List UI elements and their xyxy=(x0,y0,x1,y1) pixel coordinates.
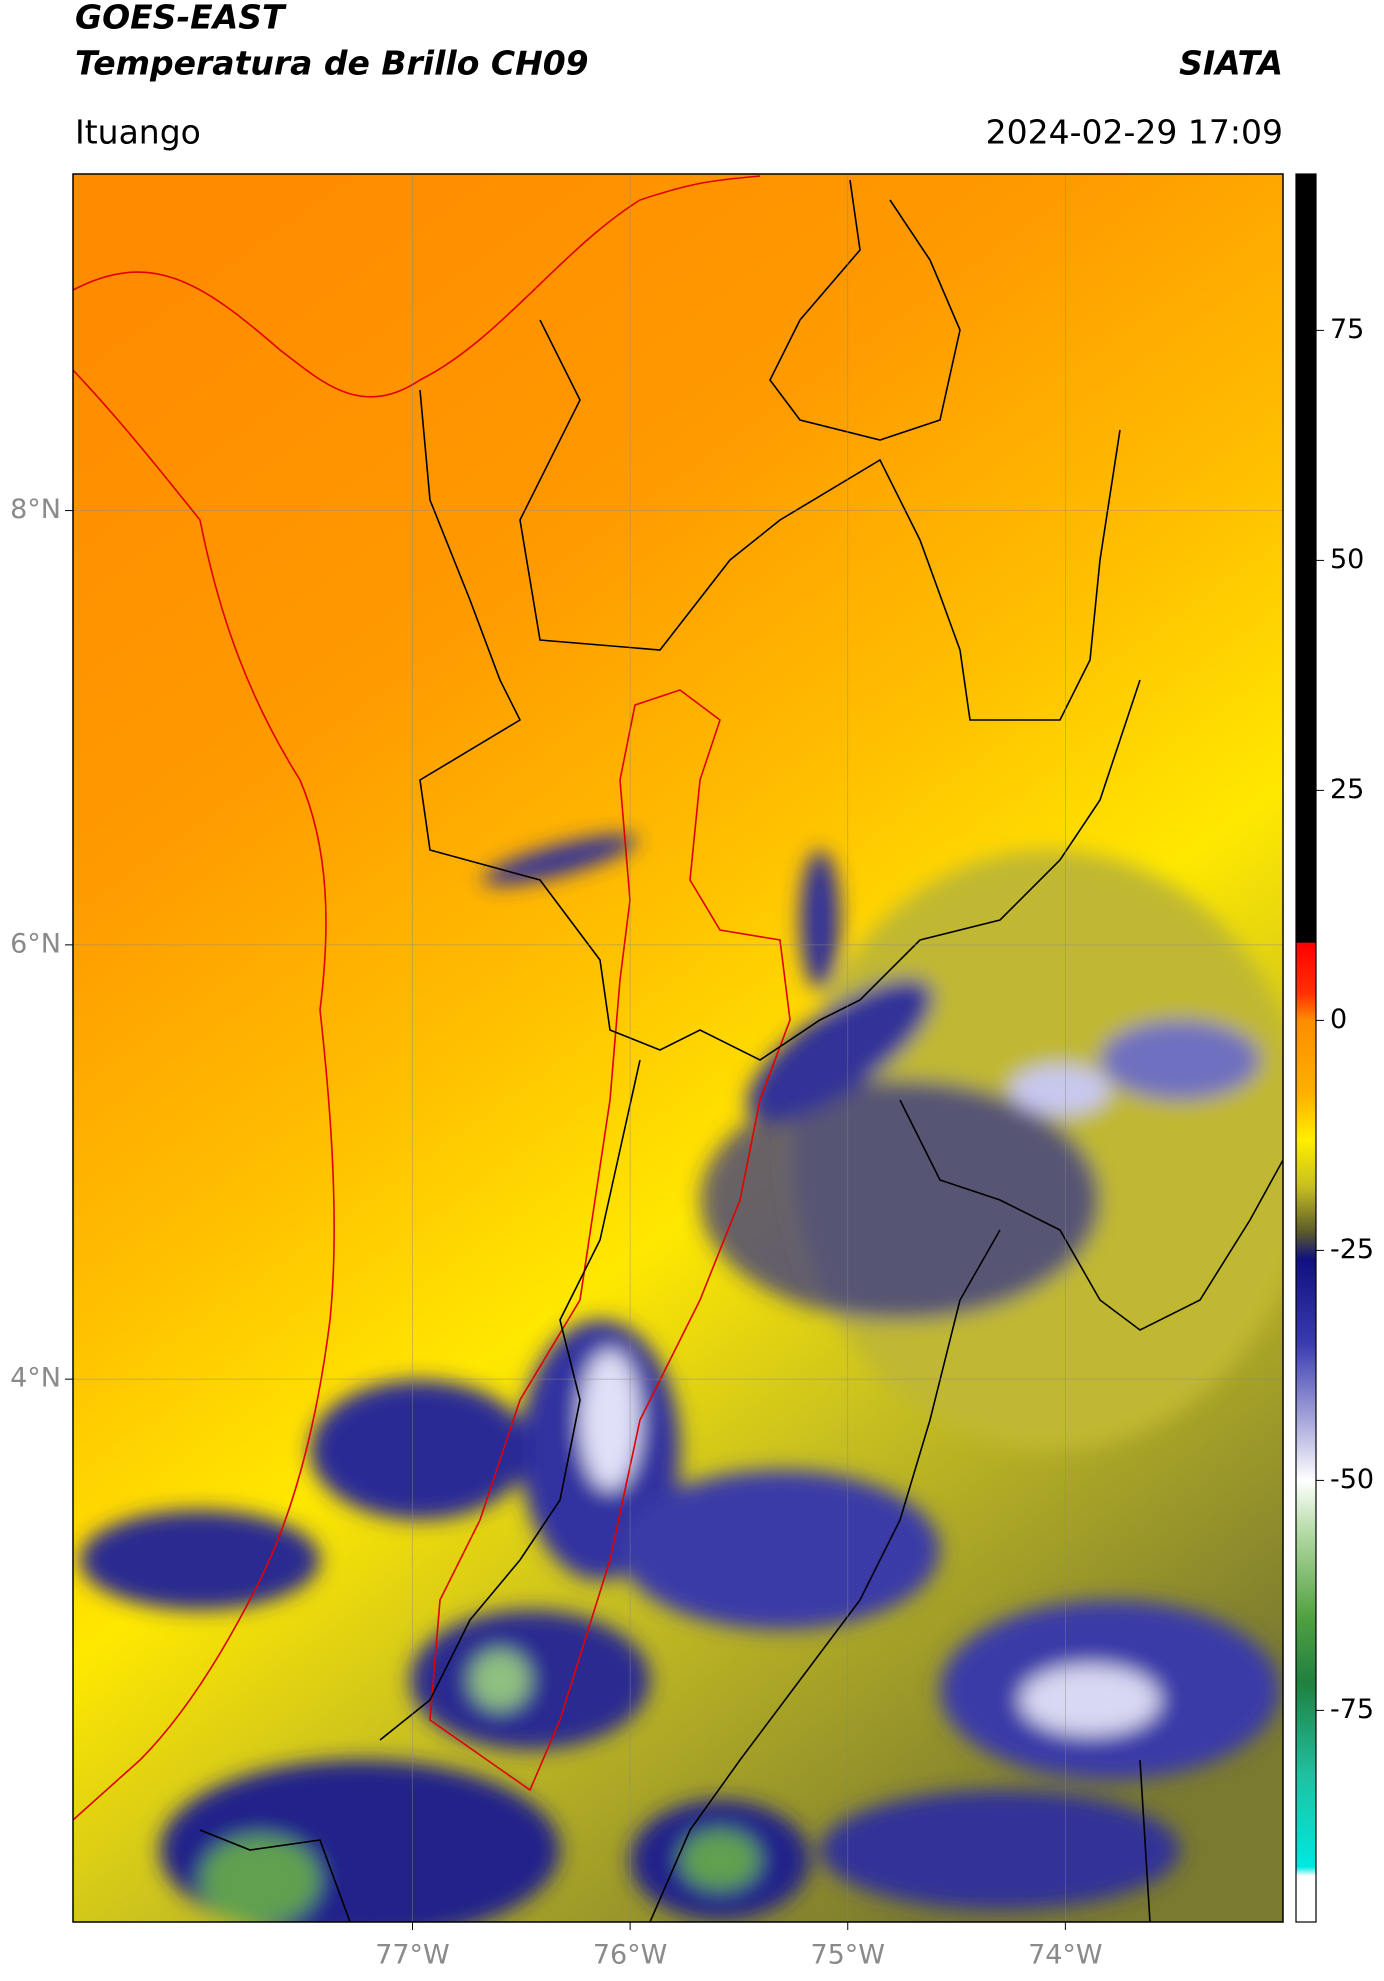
colorbar-tick-label: 75 xyxy=(1330,314,1364,345)
subtitle: Temperatura de Brillo CH09 xyxy=(75,44,589,83)
datetime: 2024-02-29 17:09 xyxy=(986,113,1283,152)
y-tick-label: 6°N xyxy=(10,928,61,959)
colorbar-tick-label: -75 xyxy=(1330,1694,1374,1725)
x-tick-label: 75°W xyxy=(810,1940,885,1971)
colorbar-tick-label: 0 xyxy=(1330,1004,1347,1035)
colorbar-tick-label: -25 xyxy=(1330,1234,1374,1265)
colorbar-tick-label: 25 xyxy=(1330,774,1364,805)
brand: SIATA xyxy=(1179,44,1283,83)
title: GOES-EAST xyxy=(75,0,287,37)
axes: 77°W 76°W 75°W 74°W 8°N 6°N 4°N xyxy=(10,174,1283,1971)
colorbar xyxy=(1295,173,1317,1923)
map-image xyxy=(73,174,1283,1922)
x-tick-label: 77°W xyxy=(375,1940,450,1971)
x-tick-label: 74°W xyxy=(1028,1940,1103,1971)
x-tick-label: 76°W xyxy=(593,1940,668,1971)
location: Ituango xyxy=(75,113,201,152)
y-tick-label: 8°N xyxy=(10,494,61,525)
colorbar-tick-label: 50 xyxy=(1330,544,1364,575)
colorbar-tick-label: -50 xyxy=(1330,1464,1374,1495)
y-tick-label: 4°N xyxy=(10,1363,61,1394)
map-frame xyxy=(72,173,1284,1923)
